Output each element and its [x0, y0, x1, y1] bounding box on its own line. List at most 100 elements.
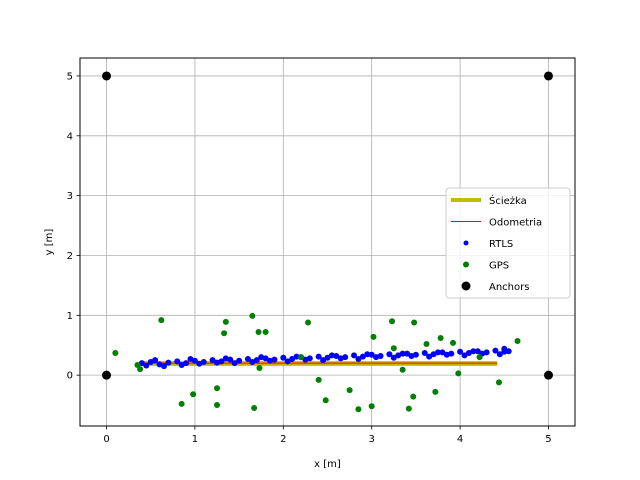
- x-tick-label: 1: [192, 434, 198, 445]
- rtls-point: [421, 349, 428, 356]
- rtls-point: [408, 352, 415, 359]
- legend-label: RTLS: [489, 239, 513, 250]
- rtls-point: [289, 355, 296, 362]
- rtls-point: [386, 351, 393, 358]
- rtls-point: [160, 363, 167, 370]
- gps-point: [112, 349, 119, 356]
- rtls-point: [320, 357, 327, 364]
- rtls-point: [152, 357, 159, 364]
- legend-box: [445, 187, 571, 299]
- y-tick-label: 4: [67, 131, 73, 142]
- gps-point: [222, 318, 229, 325]
- gps-point: [405, 405, 412, 412]
- y-tick-label: 0: [67, 371, 73, 382]
- legend-anchors-marker: [461, 281, 471, 291]
- rtls-point: [474, 348, 481, 355]
- rtls-point: [328, 352, 335, 359]
- legend-label: Anchors: [489, 282, 529, 293]
- gps-point: [410, 393, 417, 400]
- y-tick-label: 5: [67, 71, 73, 82]
- gps-point: [355, 406, 362, 413]
- gps-point: [390, 345, 397, 352]
- x-axis-label: x [m]: [314, 459, 341, 470]
- anchor-point: [102, 370, 112, 380]
- rtls-point: [231, 360, 238, 367]
- rtls-point: [333, 352, 340, 359]
- rtls-point: [461, 352, 468, 359]
- gps-point: [455, 370, 462, 377]
- rtls-point: [355, 355, 362, 362]
- rtls-point: [187, 355, 194, 362]
- rtls-point: [267, 357, 274, 364]
- gps-point: [322, 397, 329, 404]
- gps-point: [368, 403, 375, 410]
- gps-point: [256, 364, 263, 371]
- y-tick-label: 1: [67, 311, 73, 322]
- legend-rtls-marker: [463, 240, 469, 246]
- gps-point: [262, 329, 269, 336]
- gps-point: [389, 318, 396, 325]
- rtls-point: [457, 348, 464, 355]
- gps-point: [214, 402, 221, 409]
- gps-point: [137, 366, 144, 373]
- rtls-point: [302, 356, 309, 363]
- gps-point: [178, 400, 185, 407]
- gps-point: [432, 388, 439, 395]
- rtls-point: [209, 357, 216, 364]
- gps-point: [346, 387, 353, 394]
- rtls-point: [496, 351, 503, 358]
- gps-point: [315, 376, 322, 383]
- rtls-point: [404, 350, 411, 357]
- gps-point: [450, 339, 457, 346]
- rtls-point: [222, 355, 229, 362]
- rtls-point: [293, 353, 300, 360]
- rtls-point: [280, 354, 287, 361]
- x-tick-label: 3: [369, 434, 375, 445]
- legend-label: Odometria: [489, 218, 542, 229]
- gps-point: [370, 333, 377, 340]
- gps-point: [305, 319, 312, 326]
- legend-gps-marker: [463, 261, 469, 268]
- ticks: 0 1 2 3 4 5 0 1 2 3 4 5: [67, 71, 552, 445]
- rtls-point: [315, 353, 322, 360]
- grid: [80, 58, 575, 426]
- gps-point: [399, 366, 406, 373]
- legend-label: Ścieżka: [489, 194, 527, 207]
- anchor-point: [102, 71, 112, 81]
- rtls-point: [324, 354, 331, 361]
- gps-point: [249, 312, 256, 319]
- rtls-point: [165, 359, 172, 366]
- y-axis-label: y [m]: [44, 229, 55, 256]
- rtls-point: [373, 354, 380, 361]
- rtls-point: [364, 351, 371, 358]
- anchor-point: [543, 71, 553, 81]
- y-tick-label: 3: [67, 191, 73, 202]
- rtls-point: [258, 354, 265, 361]
- rtls-point: [196, 360, 203, 367]
- rtls-point: [501, 345, 508, 352]
- rtls-point: [492, 347, 499, 354]
- gps-point: [411, 319, 418, 326]
- gps-point: [255, 329, 262, 336]
- legend: Ścieżka Odometria RTLS GPS Anchors: [445, 187, 571, 299]
- rtls-point: [390, 354, 397, 361]
- rtls-point: [399, 350, 406, 357]
- plot-frame: [79, 57, 576, 427]
- rtls-point: [505, 348, 512, 355]
- rtls-point: [214, 359, 221, 366]
- gps-point: [514, 338, 521, 345]
- rtls-point: [143, 362, 150, 369]
- gps-point: [495, 379, 502, 386]
- series-layer: [102, 71, 553, 413]
- rtls-point: [470, 348, 477, 355]
- rtls-point: [178, 361, 185, 368]
- gps-point: [251, 405, 258, 412]
- gps-point: [437, 335, 444, 342]
- x-tick-label: 0: [103, 434, 109, 445]
- gps-point: [423, 341, 430, 348]
- rtls-point: [434, 349, 441, 356]
- rtls-point: [368, 351, 375, 358]
- anchor-point: [543, 370, 553, 380]
- x-tick-label: 4: [457, 434, 463, 445]
